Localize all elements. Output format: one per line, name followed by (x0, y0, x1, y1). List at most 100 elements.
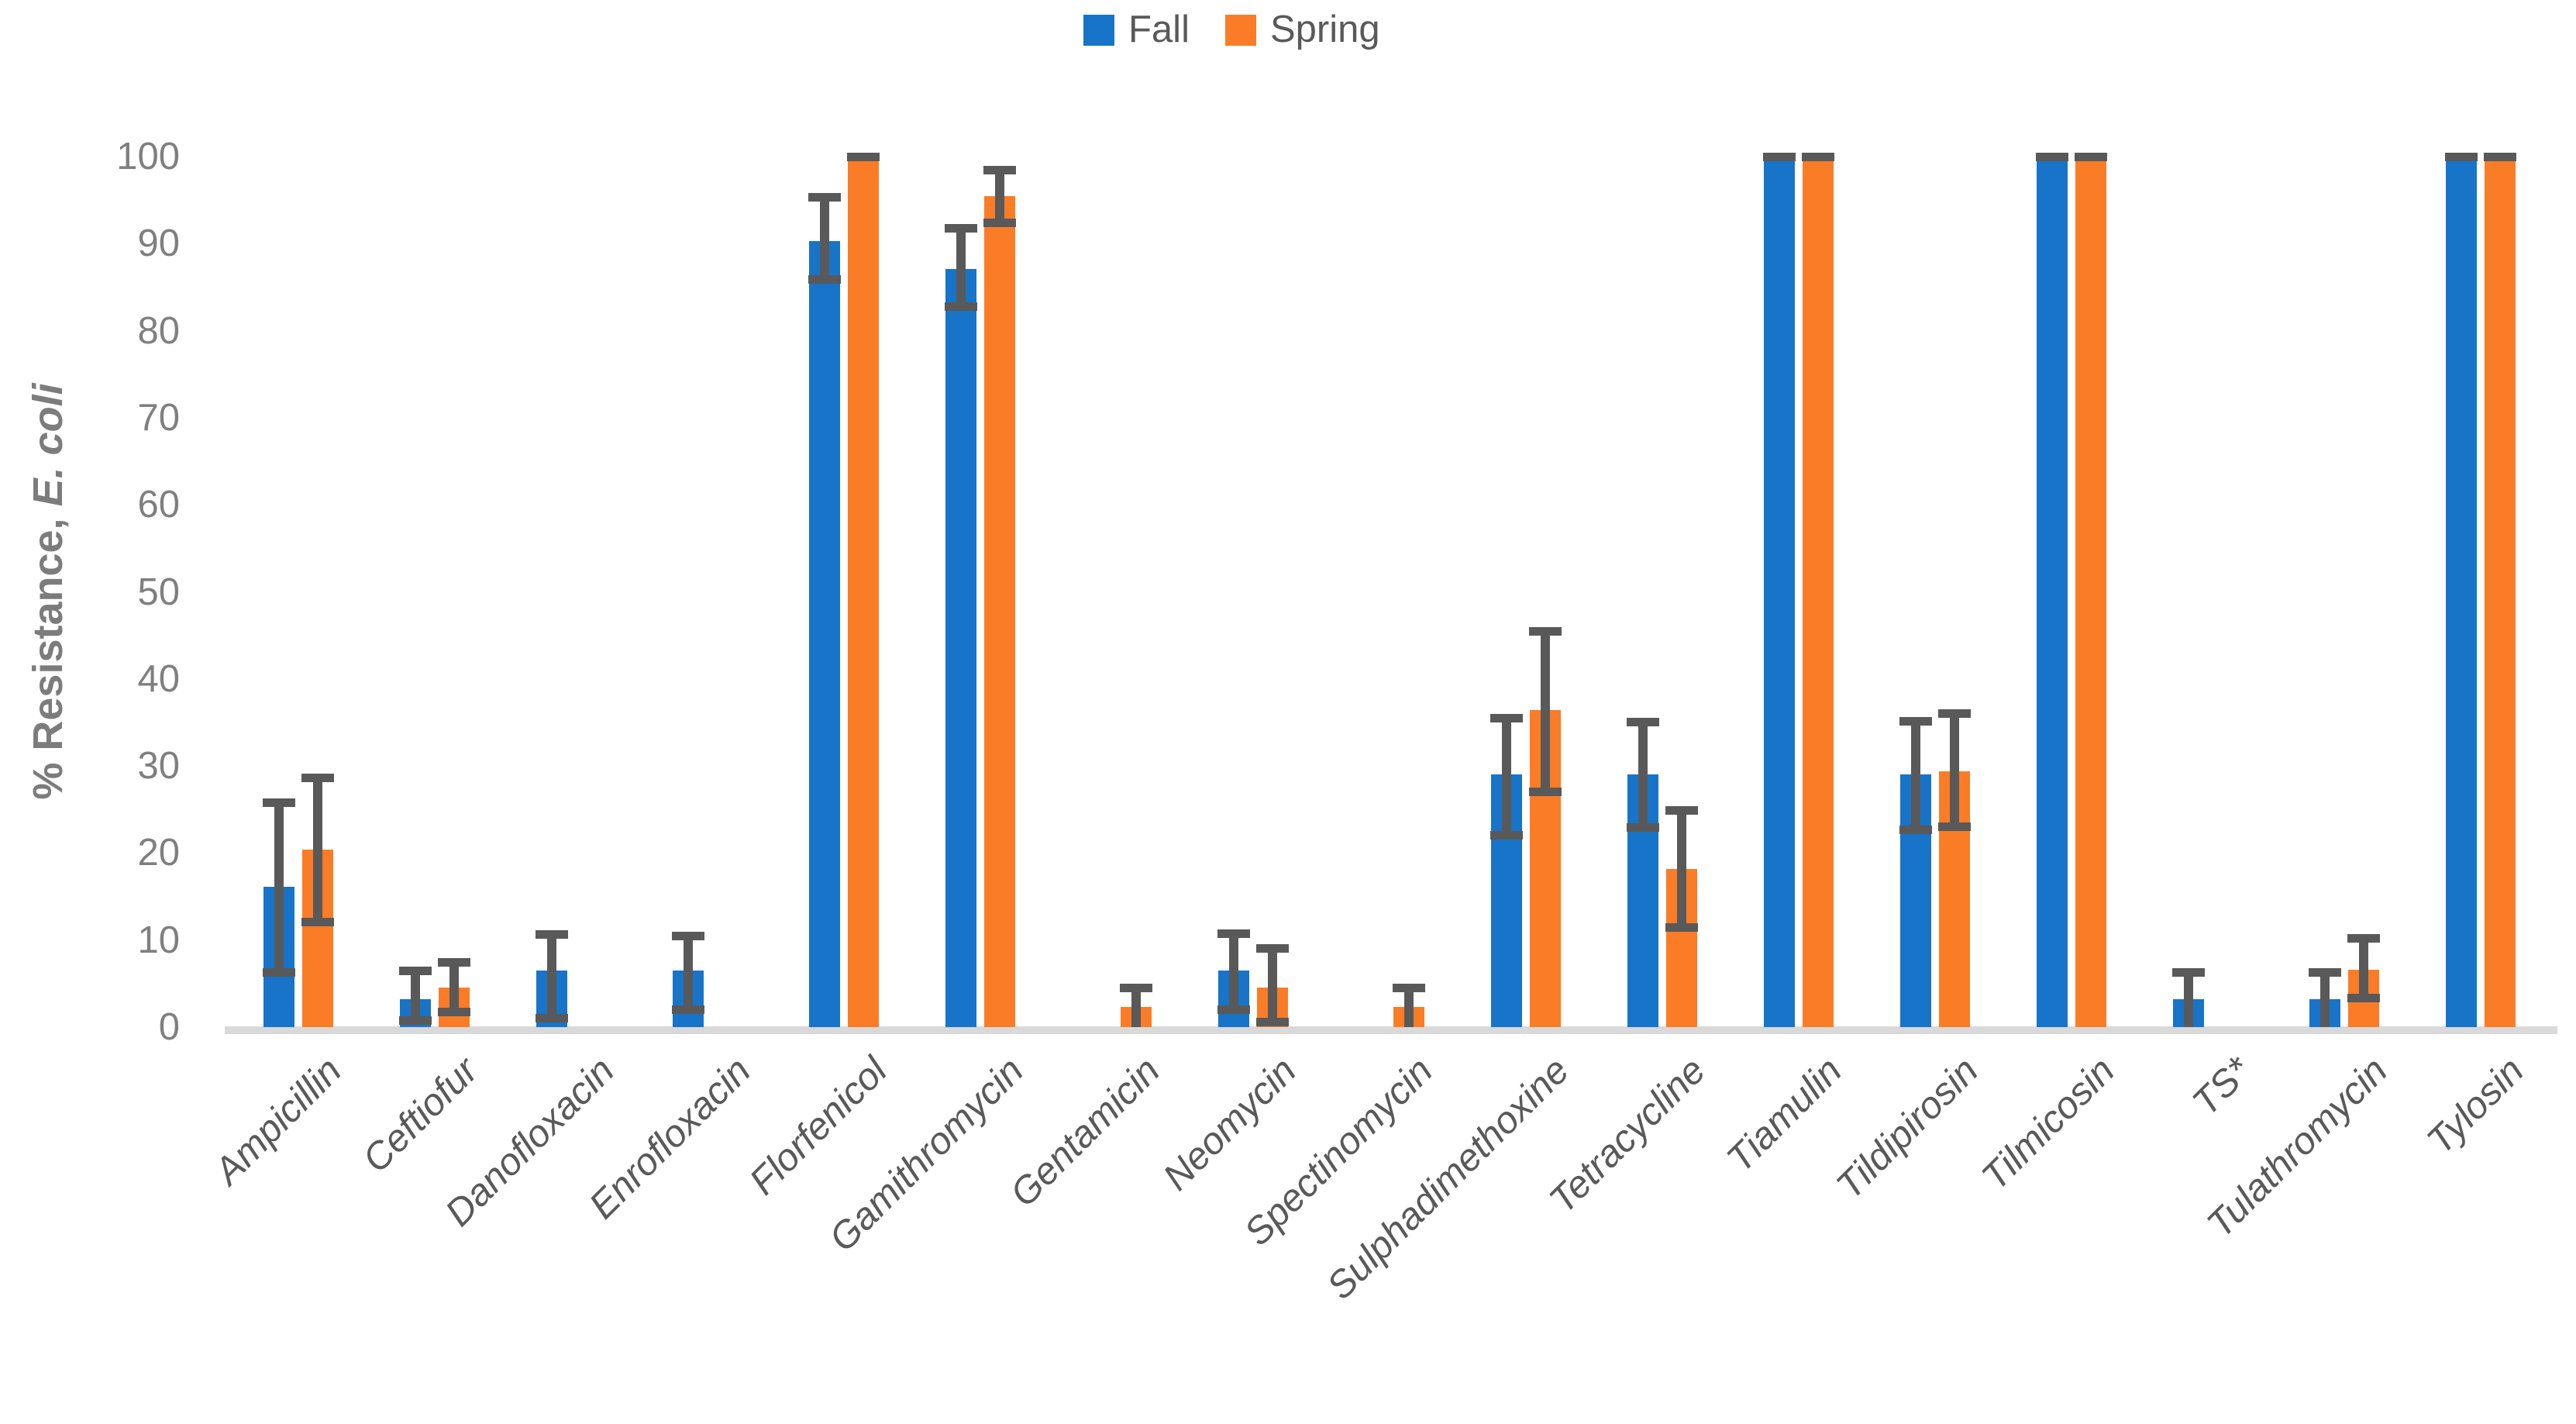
legend-item-spring: Spring (1224, 9, 1380, 50)
legend-item-fall: Fall (1083, 11, 1190, 49)
error-line-fall-florfenicol (820, 197, 829, 280)
error-cap-top-fall-tetracycline (1627, 718, 1659, 727)
error-cap-bottom-spring-sulphadimethoxine (1529, 788, 1562, 797)
error-cap-spring-tilmicosin (2075, 152, 2107, 161)
error-cap-top-fall-ts- (2172, 967, 2205, 977)
error-line-fall-sulphadimethoxine (1502, 718, 1511, 836)
error-line-spring-neomycin (1268, 948, 1277, 1022)
error-line-fall-gamithromycin (956, 228, 966, 307)
y-tick-label-70: 70 (137, 396, 180, 439)
error-cap-top-fall-ampicillin (263, 798, 295, 807)
y-tick-label-80: 80 (137, 309, 180, 352)
error-cap-fall-tiamulin (1763, 152, 1796, 161)
bar-spring-tylosin (2485, 157, 2516, 1027)
legend: Fall Spring (1083, 11, 1380, 49)
error-line-spring-sulphadimethoxine (1541, 631, 1550, 792)
x-label-tildipirosin: Tildipirosin (1828, 1049, 1987, 1208)
error-line-fall-ts- (2184, 972, 2193, 1027)
error-cap-top-spring-tetracycline (1665, 805, 1698, 815)
legend-swatch-fall (1083, 14, 1114, 46)
x-label-sulphadimethoxine: Sulphadimethoxine (1319, 1049, 1578, 1308)
error-line-fall-tulathromycin (2320, 972, 2330, 1027)
error-cap-top-spring-tulathromycin (2347, 933, 2380, 943)
error-cap-bottom-spring-tildipirosin (1938, 822, 1971, 832)
error-cap-top-spring-spectinomycin (1393, 983, 1425, 992)
error-cap-top-spring-ampicillin (301, 774, 334, 783)
bar-spring-gamithromycin (984, 195, 1015, 1027)
error-line-spring-gentamicin (1131, 988, 1141, 1027)
y-tick-label-20: 20 (137, 832, 180, 874)
error-line-spring-tetracycline (1677, 810, 1686, 928)
error-cap-top-spring-ceftiofur (438, 958, 470, 967)
x-label-ceftiofur: Ceftiofur (354, 1049, 487, 1181)
error-cap-bottom-spring-neomycin (1256, 1017, 1289, 1026)
y-tick-label-0: 0 (158, 1006, 180, 1048)
bar-fall-tilmicosin (2037, 157, 2068, 1027)
error-cap-top-fall-ceftiofur (399, 966, 432, 975)
error-cap-bottom-spring-ampicillin (301, 917, 334, 926)
error-cap-spring-tylosin (2484, 152, 2516, 161)
error-cap-bottom-spring-tetracycline (1665, 923, 1698, 933)
error-cap-fall-tilmicosin (2036, 152, 2068, 161)
error-line-fall-neomycin (1229, 933, 1238, 1010)
bar-fall-tylosin (2446, 157, 2477, 1027)
bar-spring-tilmicosin (2075, 157, 2106, 1027)
error-cap-top-fall-danofloxacin (536, 930, 568, 940)
bar-fall-gamithromycin (945, 268, 976, 1027)
error-line-fall-ceftiofur (411, 971, 420, 1020)
error-cap-top-fall-enrofloxacin (672, 931, 704, 940)
error-cap-spring-florfenicol (847, 152, 880, 161)
error-line-fall-tetracycline (1638, 722, 1648, 828)
error-cap-bottom-fall-ampicillin (263, 967, 295, 977)
error-cap-fall-tylosin (2445, 152, 2478, 161)
x-axis-line (225, 1026, 2557, 1034)
error-cap-top-fall-neomycin (1217, 929, 1250, 939)
legend-swatch-spring (1224, 14, 1256, 46)
y-tick-label-60: 60 (137, 484, 180, 526)
error-line-fall-danofloxacin (547, 934, 556, 1019)
x-label-tilmicosin: Tilmicosin (1974, 1049, 2123, 1198)
bar-fall-tiamulin (1764, 157, 1795, 1027)
error-cap-bottom-fall-danofloxacin (536, 1014, 568, 1023)
error-cap-bottom-spring-tulathromycin (2347, 994, 2380, 1003)
error-cap-bottom-fall-enrofloxacin (672, 1005, 704, 1015)
y-tick-label-40: 40 (137, 657, 180, 700)
error-line-spring-spectinomycin (1404, 988, 1414, 1027)
y-tick-label-50: 50 (137, 571, 180, 613)
x-label-neomycin: Neomycin (1155, 1049, 1305, 1199)
error-cap-top-spring-sulphadimethoxine (1529, 626, 1562, 636)
error-line-spring-tildipirosin (1950, 713, 1959, 827)
x-label-ts-: TS* (2185, 1049, 2260, 1124)
bar-spring-florfenicol (848, 157, 879, 1027)
error-cap-bottom-fall-gamithromycin (945, 302, 977, 311)
y-tick-label-90: 90 (137, 222, 180, 265)
error-line-spring-tulathromycin (2359, 938, 2368, 998)
error-line-spring-ceftiofur (449, 962, 459, 1012)
error-cap-top-spring-neomycin (1256, 944, 1289, 953)
error-cap-bottom-fall-ceftiofur (399, 1015, 432, 1025)
x-label-ampicillin: Ampicillin (206, 1049, 350, 1193)
error-cap-top-fall-tulathromycin (2309, 967, 2341, 977)
error-cap-spring-tiamulin (1802, 152, 1834, 161)
error-cap-bottom-fall-tildipirosin (1899, 825, 1932, 834)
error-line-spring-ampicillin (313, 778, 322, 922)
error-cap-top-fall-florfenicol (808, 193, 841, 202)
error-line-fall-enrofloxacin (684, 936, 693, 1010)
error-cap-top-spring-tildipirosin (1938, 709, 1971, 719)
error-cap-top-fall-tildipirosin (1899, 717, 1932, 726)
y-tick-label-30: 30 (137, 745, 180, 788)
legend-label-spring: Spring (1269, 9, 1380, 50)
error-line-fall-tildipirosin (1911, 721, 1920, 830)
error-cap-bottom-fall-neomycin (1217, 1005, 1250, 1015)
error-cap-bottom-spring-ceftiofur (438, 1008, 470, 1017)
error-line-fall-ampicillin (274, 802, 284, 973)
error-cap-bottom-spring-gamithromycin (983, 218, 1016, 227)
error-cap-top-spring-gamithromycin (983, 166, 1016, 175)
error-cap-bottom-fall-florfenicol (808, 274, 841, 284)
error-cap-bottom-fall-tetracycline (1627, 823, 1659, 833)
x-label-tiamulin: Tiamulin (1719, 1049, 1851, 1181)
bar-spring-tiamulin (1803, 157, 1834, 1027)
x-label-tylosin: Tylosin (2419, 1049, 2533, 1163)
error-cap-top-fall-sulphadimethoxine (1490, 713, 1523, 722)
